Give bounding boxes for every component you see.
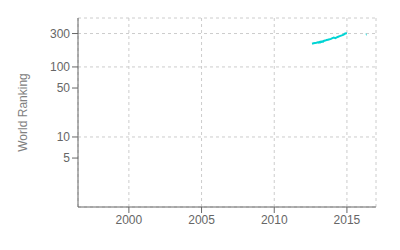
svg-text:2000: 2000 [116,213,143,227]
svg-text:World Ranking: World Ranking [16,73,30,151]
svg-text:300: 300 [50,27,70,41]
svg-text:2010: 2010 [261,213,288,227]
svg-text:100: 100 [50,60,70,74]
svg-text:50: 50 [57,81,71,95]
svg-text:2015: 2015 [334,213,361,227]
svg-text:10: 10 [57,130,71,144]
svg-text:2005: 2005 [188,213,215,227]
svg-text:5: 5 [63,151,70,165]
